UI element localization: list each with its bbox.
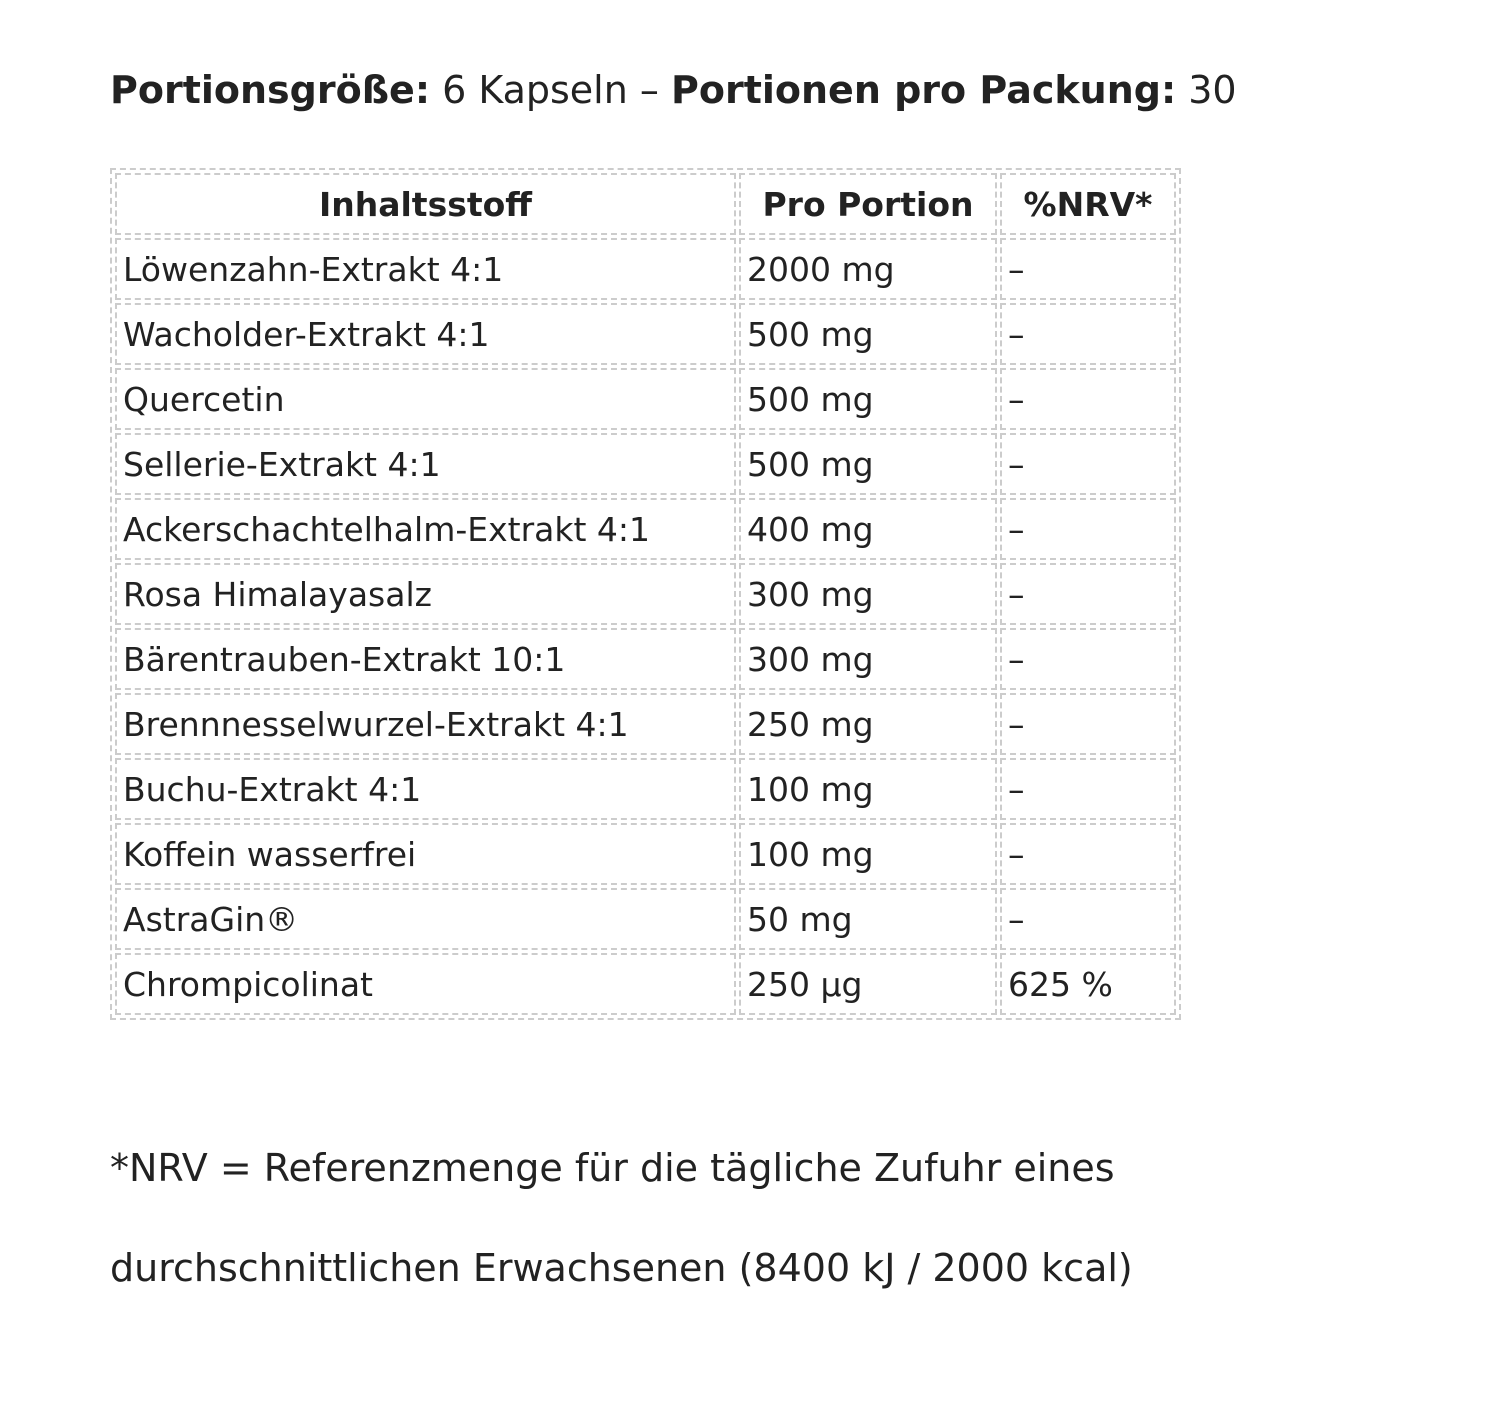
footnote: *NRV = Referenzmenge für die tägliche Zu… <box>110 1118 1133 1318</box>
table-cell: 250 mg <box>739 693 997 755</box>
table-cell: Sellerie-Extrakt 4:1 <box>115 433 736 495</box>
table-cell: Bärentrauben-Extrakt 10:1 <box>115 628 736 690</box>
table-cell: Koffein wasserfrei <box>115 823 736 885</box>
label: Portionen pro Packung: <box>671 68 1177 112</box>
table-cell: 400 mg <box>739 498 997 560</box>
table-cell: – <box>1000 498 1176 560</box>
table-cell: – <box>1000 368 1176 430</box>
table-cell: – <box>1000 433 1176 495</box>
table-row: Brennnesselwurzel-Extrakt 4:1 250 mg – <box>115 693 1176 755</box>
table-row: Ackerschachtelhalm-Extrakt 4:1 400 mg – <box>115 498 1176 560</box>
table-cell: – <box>1000 303 1176 365</box>
footnote-line: durchschnittlichen Erwachsenen (8400 kJ … <box>110 1246 1133 1290</box>
header-row: Inhaltsstoff Pro Portion %NRV* <box>115 173 1176 235</box>
table-cell: 2000 mg <box>739 238 997 300</box>
footnote-line: *NRV = Referenzmenge für die tägliche Zu… <box>110 1146 1115 1190</box>
table-cell: – <box>1000 758 1176 820</box>
table-cell: Löwenzahn-Extrakt 4:1 <box>115 238 736 300</box>
table-cell: Brennnesselwurzel-Extrakt 4:1 <box>115 693 736 755</box>
table-row: Bärentrauben-Extrakt 10:1 300 mg – <box>115 628 1176 690</box>
table-row: Koffein wasserfrei 100 mg – <box>115 823 1176 885</box>
table-cell: – <box>1000 628 1176 690</box>
table-cell: 100 mg <box>739 823 997 885</box>
table-cell: Rosa Himalayasalz <box>115 563 736 625</box>
table-cell: 500 mg <box>739 368 997 430</box>
table-row: Wacholder-Extrakt 4:1 500 mg – <box>115 303 1176 365</box>
table-cell: 250 µg <box>739 953 997 1015</box>
value: 6 Kapseln – <box>430 68 671 112</box>
table-cell: Wacholder-Extrakt 4:1 <box>115 303 736 365</box>
table-cell: – <box>1000 693 1176 755</box>
table-cell: Quercetin <box>115 368 736 430</box>
table-cell: 100 mg <box>739 758 997 820</box>
table-cell: – <box>1000 563 1176 625</box>
table-cell: AstraGin® <box>115 888 736 950</box>
table-cell: 500 mg <box>739 303 997 365</box>
value: 30 <box>1176 68 1237 112</box>
table-row: Chrompicolinat 250 µg 625 % <box>115 953 1176 1015</box>
table-cell: – <box>1000 823 1176 885</box>
table-cell: 500 mg <box>739 433 997 495</box>
table-cell: Buchu-Extrakt 4:1 <box>115 758 736 820</box>
ingredients-table: Inhaltsstoff Pro Portion %NRV* Löwenzahn-Ex… <box>110 168 1181 1020</box>
table-cell: 50 mg <box>739 888 997 950</box>
column-header: Pro Portion <box>739 173 997 235</box>
table-row: Quercetin 500 mg – <box>115 368 1176 430</box>
table-row: Löwenzahn-Extrakt 4:1 2000 mg – <box>115 238 1176 300</box>
column-header: Inhaltsstoff <box>115 173 736 235</box>
table-row: Sellerie-Extrakt 4:1 500 mg – <box>115 433 1176 495</box>
table-cell: – <box>1000 888 1176 950</box>
table-cell: 625 % <box>1000 953 1176 1015</box>
label: Portionsgröße: <box>110 68 431 112</box>
serving-info: Portionsgröße: 6 Kapseln – Portionen pro… <box>110 68 1237 112</box>
table-cell: – <box>1000 238 1176 300</box>
table-cell: 300 mg <box>739 563 997 625</box>
table-cell: Chrompicolinat <box>115 953 736 1015</box>
table-cell: 300 mg <box>739 628 997 690</box>
table-row: Rosa Himalayasalz 300 mg – <box>115 563 1176 625</box>
column-header: %NRV* <box>1000 173 1176 235</box>
table-cell: Ackerschachtelhalm-Extrakt 4:1 <box>115 498 736 560</box>
table-row: AstraGin® 50 mg – <box>115 888 1176 950</box>
table-row: Buchu-Extrakt 4:1 100 mg – <box>115 758 1176 820</box>
